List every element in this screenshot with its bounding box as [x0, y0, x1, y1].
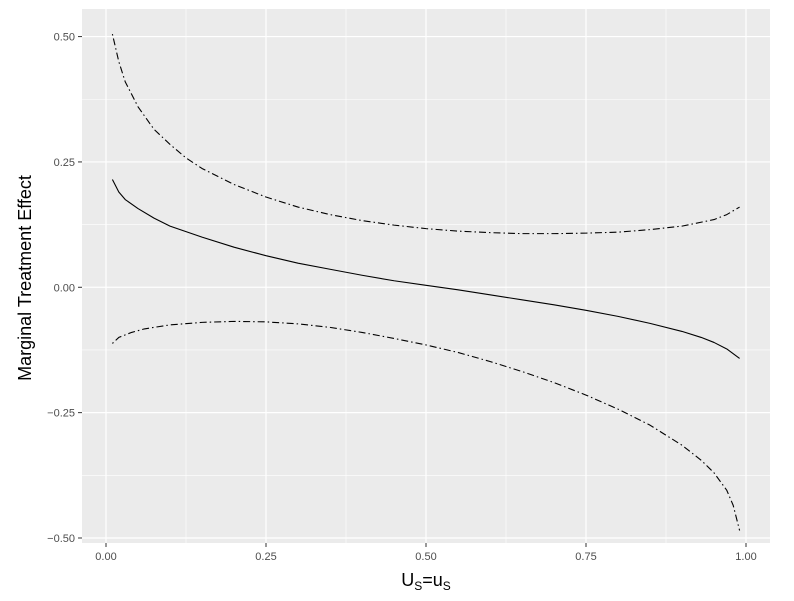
major-gridlines	[82, 9, 770, 543]
x-axis-title: US=uS	[401, 570, 451, 593]
mte-estimate-line	[111, 179, 740, 359]
x-tick-label: 0.75	[575, 551, 596, 563]
y-tick-label: 0.25	[54, 157, 75, 169]
y-axis-ticks: −0.50 −0.25 0.00 0.25 0.50	[47, 32, 82, 545]
y-tick-label: −0.25	[47, 408, 75, 420]
y-tick-label: 0.50	[54, 32, 75, 44]
y-axis-title: Marginal Treatment Effect	[15, 175, 35, 381]
x-tick-label: 1.00	[735, 551, 756, 563]
series-lines	[111, 33, 741, 531]
x-tick-label: 0.50	[415, 551, 436, 563]
y-tick-label: 0.00	[54, 282, 75, 294]
x-tick-label: 0.25	[255, 551, 276, 563]
y-tick-label: −0.50	[47, 533, 75, 545]
lower-bound-line	[112, 320, 741, 531]
x-tick-label: 0.00	[95, 551, 116, 563]
x-axis-ticks: 0.00 0.25 0.50 0.75 1.00	[95, 543, 757, 563]
upper-bound-line	[111, 33, 740, 235]
